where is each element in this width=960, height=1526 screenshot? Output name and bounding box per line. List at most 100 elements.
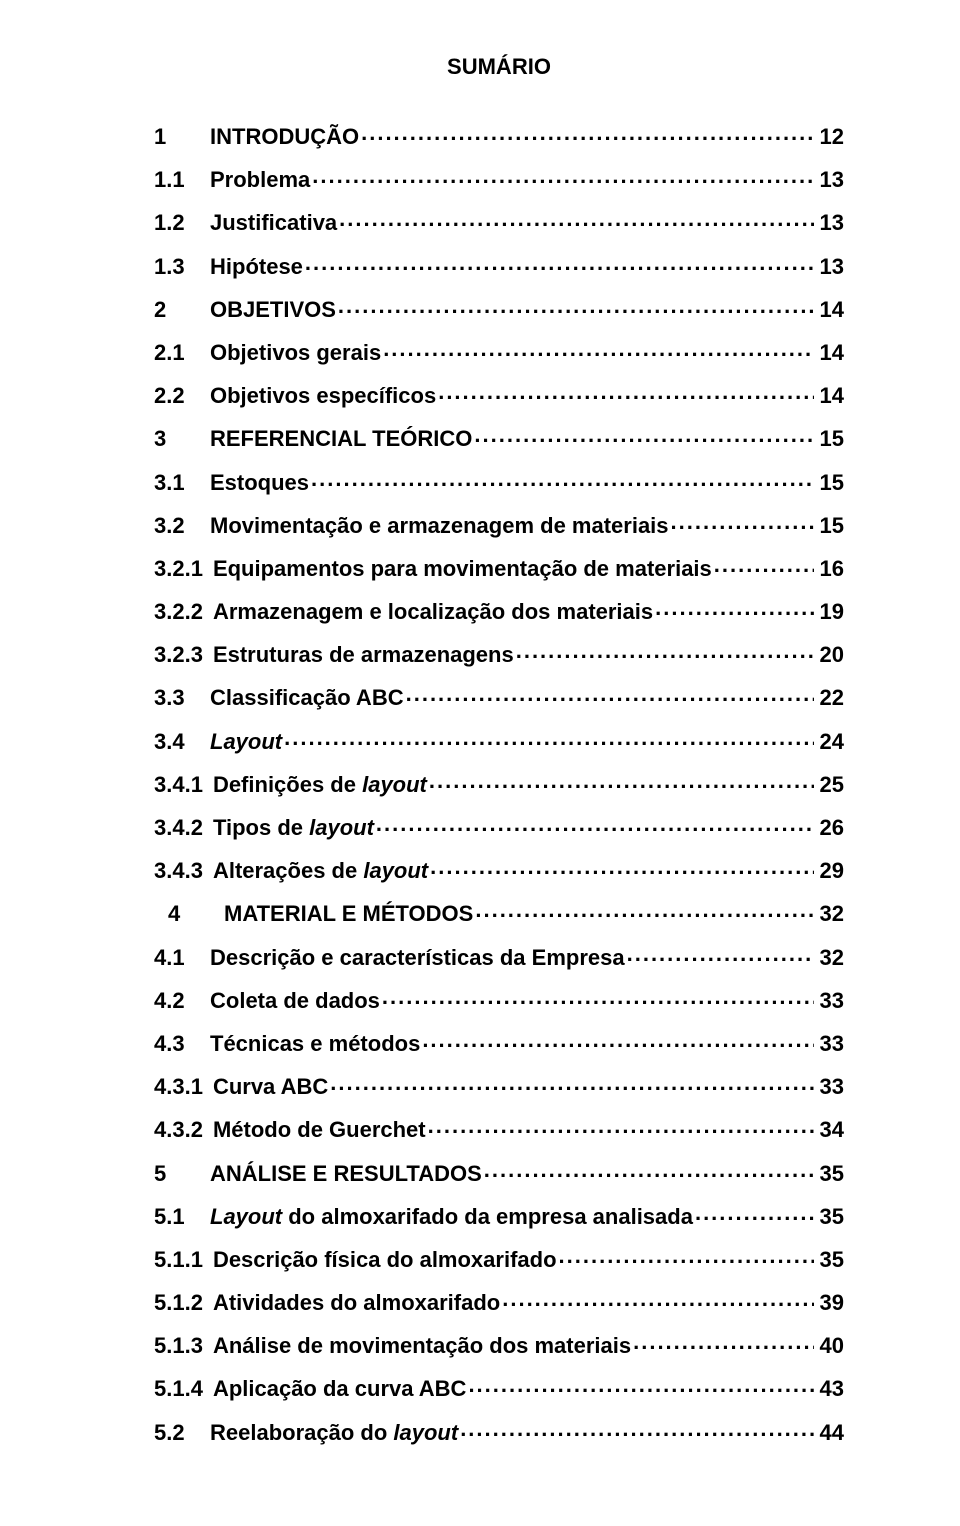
toc-row: 5.1.1Descrição física do almoxarifado 35 <box>154 1245 844 1271</box>
toc-leader-dots <box>339 208 813 230</box>
toc-page-number: 39 <box>816 1292 844 1314</box>
toc-label-text: Layout <box>210 729 282 754</box>
toc-leader-dots <box>376 813 814 835</box>
toc-leader-dots <box>460 1418 813 1440</box>
toc-label-text: Tipos de <box>213 815 309 840</box>
toc-leader-dots <box>655 597 813 619</box>
toc-page-number: 13 <box>816 212 844 234</box>
toc-label-text: do almoxarifado da empresa analisada <box>282 1204 693 1229</box>
toc-number: 5.1.1 <box>154 1249 213 1271</box>
toc-leader-dots <box>406 683 814 705</box>
toc-row: 4MATERIAL E MÉTODOS 32 <box>154 899 844 925</box>
toc-leader-dots <box>428 1115 814 1137</box>
toc-number: 3.3 <box>154 687 210 709</box>
toc-number: 4.3.1 <box>154 1076 213 1098</box>
toc-number: 3.4.1 <box>154 774 213 796</box>
toc-leader-dots <box>429 770 814 792</box>
toc-label: Justificativa <box>210 212 337 234</box>
toc-leader-dots <box>330 1072 813 1094</box>
toc-row: 3.4.1Definições de layout 25 <box>154 770 844 796</box>
toc-row: 3.4.3Alterações de layout 29 <box>154 856 844 882</box>
toc-number: 4.3.2 <box>154 1119 213 1141</box>
toc-label: Aplicação da curva ABC <box>213 1378 467 1400</box>
toc-label: Coleta de dados <box>210 990 380 1012</box>
toc-page-number: 15 <box>816 472 844 494</box>
toc-number: 1 <box>154 126 210 148</box>
toc-page-number: 14 <box>816 299 844 321</box>
toc-label-italic-prefix: Layout <box>210 1204 282 1229</box>
toc-number: 1.2 <box>154 212 210 234</box>
toc-row: 4.2Coleta de dados 33 <box>154 986 844 1012</box>
toc-page-number: 33 <box>816 1076 844 1098</box>
toc-leader-dots <box>474 424 813 446</box>
toc-row: 5.1Layout do almoxarifado da empresa ana… <box>154 1202 844 1228</box>
toc-page-number: 35 <box>816 1206 844 1228</box>
toc-page-number: 19 <box>816 601 844 623</box>
toc-number: 3.1 <box>154 472 210 494</box>
toc-number: 1.3 <box>154 256 210 278</box>
toc-label: ANÁLISE E RESULTADOS <box>210 1163 482 1185</box>
toc-label-italic-suffix: layout <box>309 815 374 840</box>
toc-leader-dots <box>422 1029 813 1051</box>
toc-label: Problema <box>210 169 310 191</box>
toc-label: Definições de layout <box>213 774 427 796</box>
toc-label: Hipótese <box>210 256 303 278</box>
toc-label: Equipamentos para movimentação de materi… <box>213 558 712 580</box>
toc-page-number: 32 <box>816 903 844 925</box>
toc-row: 5.1.3Análise de movimentação dos materia… <box>154 1331 844 1357</box>
toc-page-number: 13 <box>816 169 844 191</box>
toc-page-number: 40 <box>816 1335 844 1357</box>
toc-page-number: 35 <box>816 1249 844 1271</box>
toc-number: 5 <box>154 1163 210 1185</box>
toc-label: Tipos de layout <box>213 817 374 839</box>
toc-row: 1.1Problema 13 <box>154 165 844 191</box>
toc-number: 3 <box>154 428 210 450</box>
toc-page-number: 25 <box>816 774 844 796</box>
toc-label: Layout <box>210 731 282 753</box>
toc-label: Análise de movimentação dos materiais <box>213 1335 631 1357</box>
toc-label: Curva ABC <box>213 1076 328 1098</box>
toc-page-number: 24 <box>816 731 844 753</box>
toc-page-number: 22 <box>816 687 844 709</box>
toc-row: 1INTRODUÇÃO 12 <box>154 122 844 148</box>
toc-page-number: 43 <box>816 1378 844 1400</box>
toc-row: 4.3.1Curva ABC 33 <box>154 1072 844 1098</box>
toc-leader-dots <box>633 1331 813 1353</box>
toc-label: INTRODUÇÃO <box>210 126 359 148</box>
toc-leader-dots <box>382 986 814 1008</box>
toc-row: 3.4.2Tipos de layout 26 <box>154 813 844 839</box>
toc-row: 1.2Justificativa 13 <box>154 208 844 234</box>
toc-leader-dots <box>468 1374 813 1396</box>
toc-label: Movimentação e armazenagem de materiais <box>210 515 669 537</box>
toc-page-number: 12 <box>816 126 844 148</box>
toc-leader-dots <box>311 468 813 490</box>
toc-row: 2OBJETIVOS 14 <box>154 295 844 321</box>
toc-label: Objetivos específicos <box>210 385 436 407</box>
toc-page-number: 26 <box>816 817 844 839</box>
toc-number: 3.2.3 <box>154 644 213 666</box>
toc-leader-dots <box>695 1202 814 1224</box>
toc-leader-dots <box>430 856 813 878</box>
toc-label: Estruturas de armazenagens <box>213 644 514 666</box>
toc-label: OBJETIVOS <box>210 299 336 321</box>
toc-label: Objetivos gerais <box>210 342 381 364</box>
toc-row: 3.3Classificação ABC 22 <box>154 683 844 709</box>
toc-number: 2 <box>154 299 210 321</box>
toc-page-number: 33 <box>816 1033 844 1055</box>
toc-row: 4.3.2Método de Guerchet 34 <box>154 1115 844 1141</box>
toc-label-italic-suffix: layout <box>363 858 428 883</box>
toc-page-number: 33 <box>816 990 844 1012</box>
toc-row: 5.2Reelaboração do layout 44 <box>154 1418 844 1444</box>
toc-leader-dots <box>516 640 814 662</box>
table-of-contents: 1INTRODUÇÃO 12 1.1Problema 13 1.2Justifica… <box>154 122 844 1444</box>
toc-label: Estoques <box>210 472 309 494</box>
toc-row: 3.2.3Estruturas de armazenagens 20 <box>154 640 844 666</box>
toc-number: 2.1 <box>154 342 210 364</box>
toc-leader-dots <box>305 252 814 274</box>
toc-label-text: Reelaboração do <box>210 1420 393 1445</box>
toc-row: 3.1Estoques 15 <box>154 468 844 494</box>
toc-number: 3.4.2 <box>154 817 213 839</box>
toc-page-number: 32 <box>816 947 844 969</box>
toc-row: 3REFERENCIAL TEÓRICO 15 <box>154 424 844 450</box>
page-title: SUMÁRIO <box>154 54 844 80</box>
